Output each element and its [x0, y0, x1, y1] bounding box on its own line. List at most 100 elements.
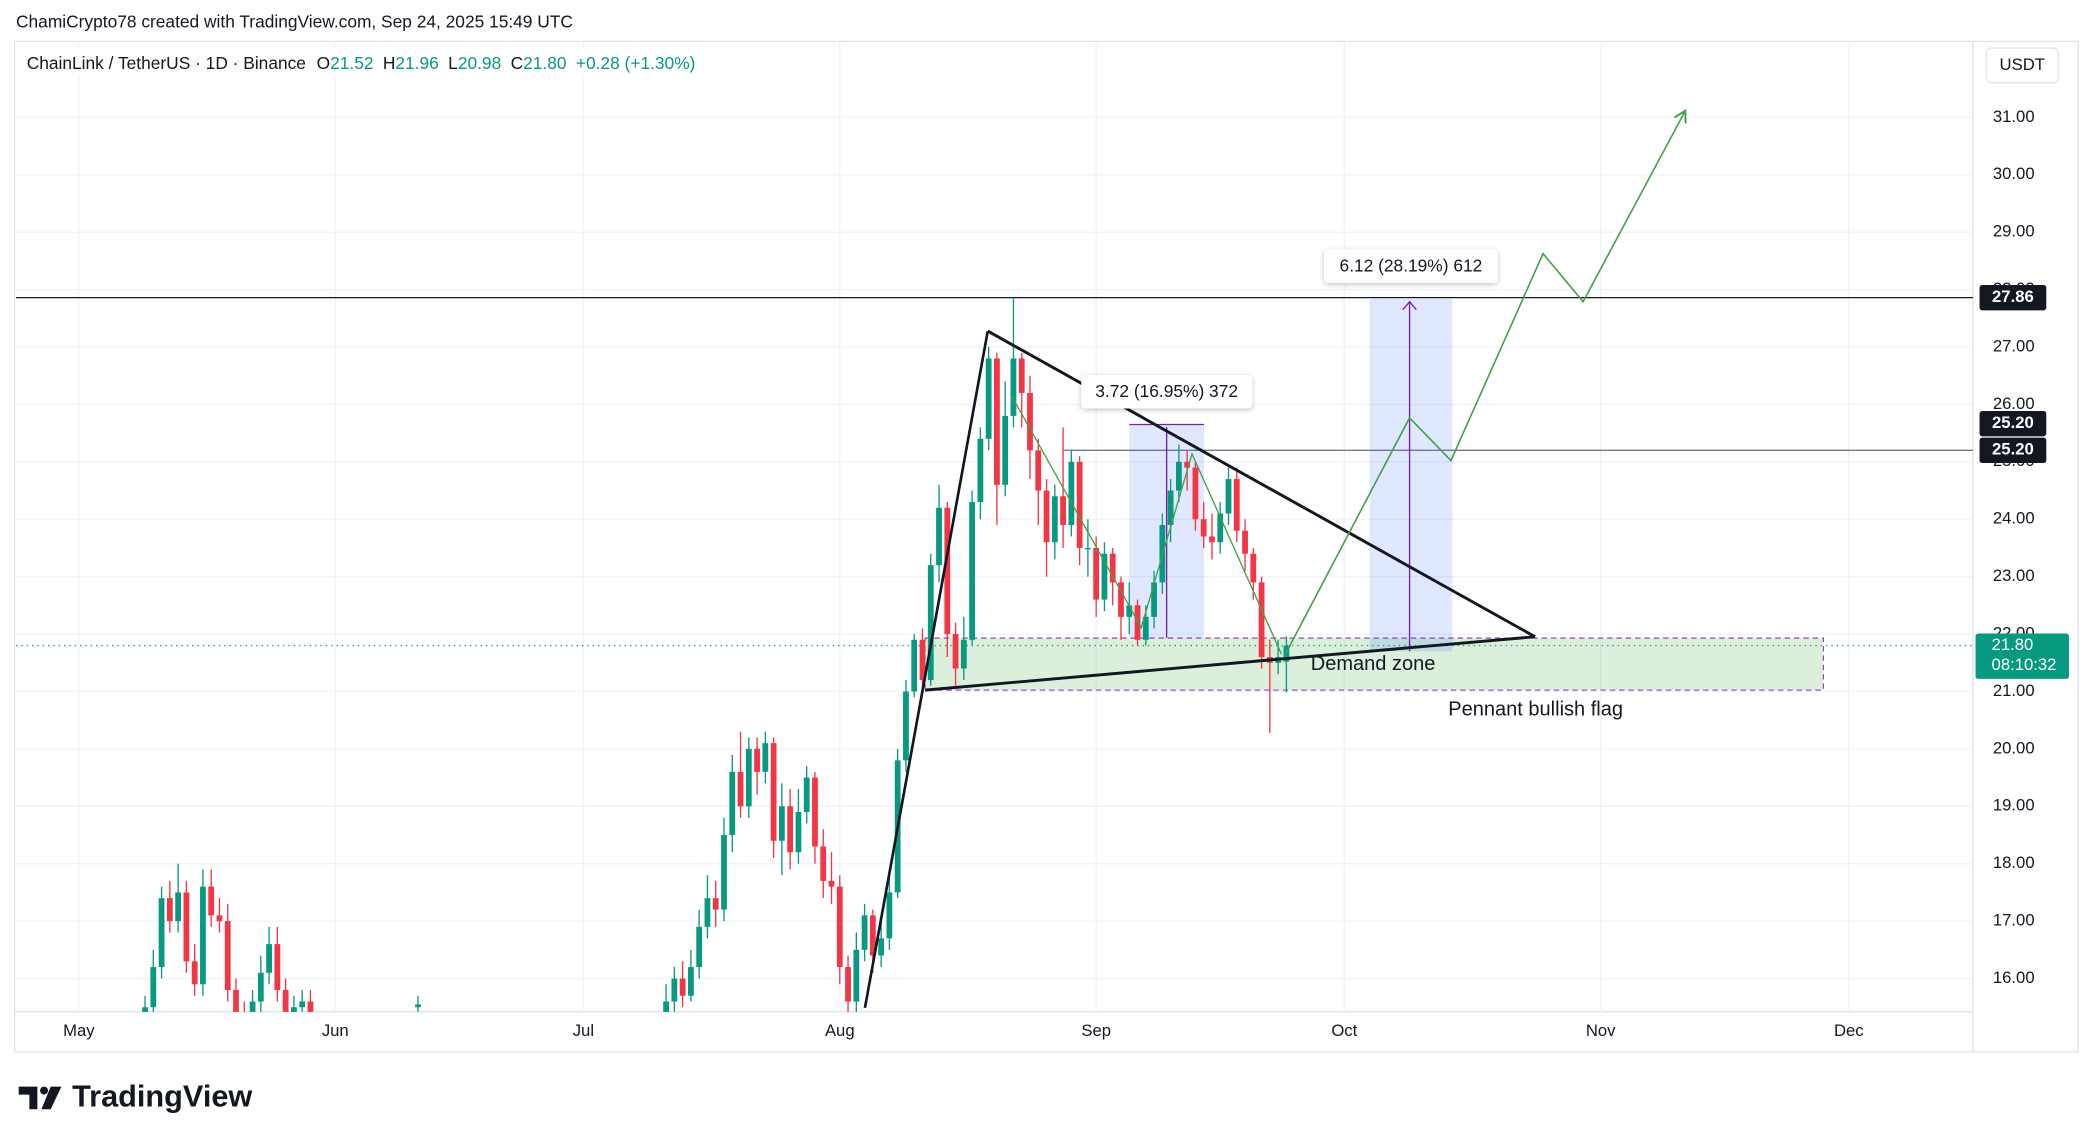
candle-body	[1043, 490, 1050, 543]
ohlc-key: O	[317, 53, 331, 73]
candle-body	[787, 806, 794, 853]
candle-body	[175, 892, 182, 922]
candle-body	[1217, 513, 1224, 543]
candle-body	[869, 915, 876, 956]
candle-body	[299, 1001, 306, 1008]
candle-body	[845, 967, 851, 1002]
candle-body	[663, 1001, 669, 1012]
currency-button[interactable]	[1985, 47, 2059, 84]
candle-body	[166, 898, 173, 922]
candle-body	[911, 639, 918, 692]
candle-body	[1200, 519, 1207, 537]
candle-body	[721, 835, 727, 910]
legend-bg	[16, 48, 724, 78]
candle-body	[903, 691, 909, 761]
candle-body	[150, 967, 157, 1008]
level-badge	[1979, 410, 2047, 437]
candle-body	[936, 507, 942, 566]
candle-body	[1225, 479, 1232, 514]
ohlc-value: 20.98	[458, 53, 501, 73]
attribution: ChamiCrypto78 created with TradingView.c…	[16, 11, 573, 31]
chart-frame	[14, 40, 2079, 1053]
pennant-lower	[924, 635, 1536, 692]
x-tick-label: Dec	[1834, 1021, 1864, 1040]
projection-path	[1284, 112, 1684, 655]
candle-body	[307, 1001, 314, 1012]
y-tick-label: 31.00	[1993, 107, 2035, 126]
candle-body	[1151, 582, 1157, 617]
flagpole-line	[863, 330, 990, 1009]
candle-body	[878, 938, 885, 956]
level-badge	[1979, 437, 2047, 464]
ohlc-key: H	[383, 53, 396, 73]
y-tick-label: 29.00	[1993, 222, 2035, 241]
candle-body	[183, 892, 190, 962]
y-tick-label: 24.00	[1993, 509, 2035, 528]
candle-body	[770, 743, 777, 841]
ohlc-value: 21.52	[330, 53, 373, 73]
candle-body	[134, 1024, 140, 1035]
y-tick-label: 30.00	[1993, 164, 2035, 183]
candle-body	[679, 978, 686, 996]
candle-body	[762, 743, 769, 772]
candle-body	[812, 777, 818, 847]
candle-body	[142, 1007, 148, 1012]
candle-body	[1085, 547, 1091, 550]
candle-body	[1093, 547, 1100, 600]
logo-text: TradingView	[72, 1079, 252, 1114]
ohlc-key: C	[511, 53, 524, 73]
currency[interactable]: USDT	[2000, 55, 2045, 74]
candle-body	[1167, 490, 1174, 525]
last-price-badge	[1975, 633, 2069, 679]
pattern-label: Pennant bullish flag	[1448, 698, 1623, 720]
swing-path	[1009, 393, 1283, 655]
level-label: 25.20	[1992, 440, 2034, 459]
candle-body	[1184, 461, 1191, 468]
candle-body	[1010, 358, 1017, 416]
levels	[16, 296, 1973, 647]
candle-body	[208, 886, 215, 916]
candle-body	[977, 438, 984, 503]
candle-body	[886, 892, 893, 939]
measure-label: 3.72 (16.95%) 372	[1095, 381, 1238, 401]
candle-body	[224, 921, 231, 991]
symbol: ChainLink / TetherUS · 1D · Binance	[27, 53, 306, 73]
y-tick-label: 20.00	[1993, 738, 2035, 757]
logo-icon	[40, 1086, 49, 1095]
measure-box	[1369, 299, 1453, 652]
candle-body	[257, 972, 264, 1002]
measure-arrow	[1402, 300, 1417, 311]
y-tick-label: 23.00	[1993, 566, 2035, 585]
y-tick-label: 16.00	[1993, 968, 2035, 987]
candle-body	[1109, 553, 1116, 583]
candle-body	[1258, 582, 1265, 658]
y-tick-label: 21.00	[1993, 681, 2035, 700]
x-tick-label: Jun	[322, 1021, 349, 1040]
candle-body	[944, 507, 951, 635]
level-badge	[1979, 284, 2047, 311]
candle-body	[754, 748, 760, 772]
candle-body	[985, 358, 992, 439]
ohlc-value: 21.96	[395, 53, 438, 73]
candle-body	[1068, 461, 1075, 525]
candle-body	[241, 1013, 247, 1019]
candle-body	[1250, 553, 1257, 583]
candle-body	[1051, 496, 1058, 543]
candle-body	[274, 944, 281, 991]
label-box	[1081, 375, 1253, 409]
last-price-label: 21.80	[1992, 635, 2034, 654]
measure-label: 6.12 (28.19%) 612	[1340, 256, 1483, 276]
y-tick-label: 17.00	[1993, 911, 2035, 930]
ohlc-value: 21.80	[523, 53, 566, 73]
y-tick-label: 26.00	[1993, 394, 2035, 413]
candle-body	[1126, 605, 1133, 617]
candle-body	[415, 1004, 421, 1008]
candle-body	[191, 961, 198, 985]
candle-body	[216, 915, 223, 922]
candle-body	[1035, 450, 1042, 491]
candle-body	[1209, 536, 1215, 543]
pennant-upper	[987, 329, 1536, 639]
legend: ChainLink / TetherUS · 1D · Binance O21.5…	[27, 53, 696, 73]
logo-icon	[18, 1086, 38, 1110]
